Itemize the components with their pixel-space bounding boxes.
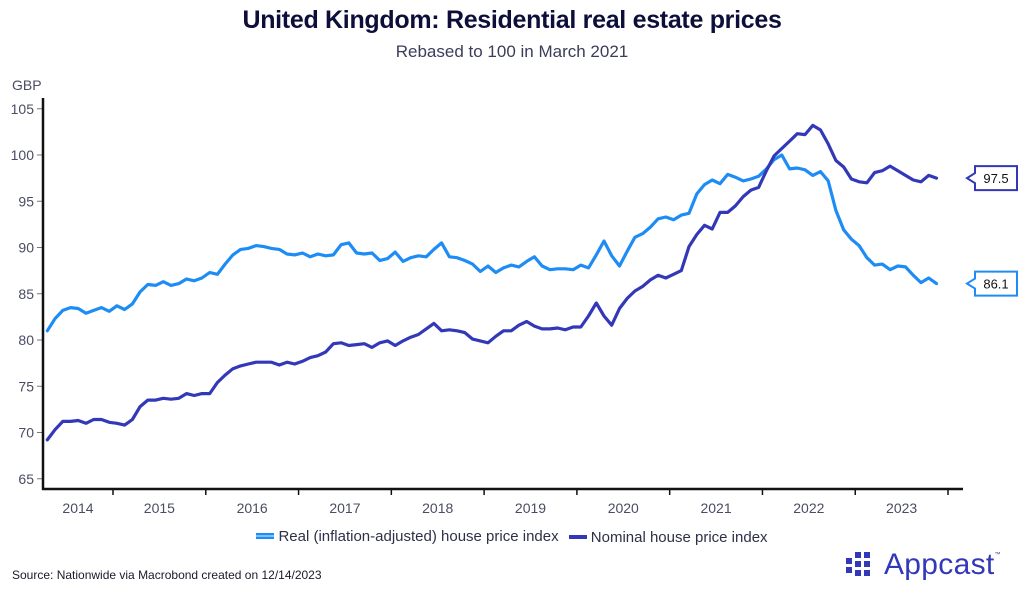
y-tick-label: 80 bbox=[18, 332, 34, 348]
y-tick-label: 105 bbox=[11, 101, 35, 117]
source-note: Source: Nationwide via Macrobond created… bbox=[12, 568, 322, 582]
x-tick-label: 2014 bbox=[62, 500, 93, 516]
x-tick-label: 2023 bbox=[886, 500, 917, 516]
x-tick-label: 2016 bbox=[237, 500, 268, 516]
end-label-box-real bbox=[965, 270, 1018, 297]
end-labels: 86.1 97.5 bbox=[965, 165, 1018, 297]
series-layer bbox=[45, 123, 939, 442]
appcast-logo: Appcast ™ bbox=[846, 548, 1001, 582]
chart-subtitle: Rebased to 100 in March 2021 bbox=[395, 42, 629, 61]
y-tick-label: 95 bbox=[18, 193, 34, 209]
y-axis-ticks: 65 70 75 80 85 90 95 100 105 bbox=[11, 101, 43, 487]
end-label-box-nominal bbox=[965, 165, 1018, 192]
legend-swatch-real bbox=[256, 533, 275, 539]
appcast-logo-text: Appcast bbox=[884, 548, 995, 581]
x-axis-ticks: 2014 2015 2016 2017 2018 2019 2020 2021 2022 2023 bbox=[62, 489, 949, 516]
y-tick-label: 65 bbox=[18, 471, 34, 487]
x-tick-label: 2018 bbox=[422, 500, 453, 516]
legend-item-nominal: Nominal house price index bbox=[568, 528, 768, 546]
legend-label-nominal: Nominal house price index bbox=[590, 528, 768, 546]
y-tick-label: 100 bbox=[11, 147, 35, 163]
x-tick-label: 2015 bbox=[144, 500, 175, 516]
x-tick-label: 2021 bbox=[700, 500, 731, 516]
appcast-logo-icon bbox=[846, 552, 870, 576]
x-tick-label: 2020 bbox=[608, 500, 639, 516]
y-tick-label: 70 bbox=[18, 425, 34, 441]
series-line-nominal bbox=[45, 123, 939, 442]
legend: Real (inflation-adjusted) house price in… bbox=[0, 526, 1024, 546]
y-tick-label: 75 bbox=[18, 378, 34, 394]
legend-swatch-nominal bbox=[568, 535, 587, 539]
series-line-real bbox=[45, 153, 939, 333]
chart-title: United Kingdom: Residential real estate … bbox=[242, 6, 782, 34]
x-tick-label: 2019 bbox=[515, 500, 546, 516]
y-tick-label: 85 bbox=[18, 286, 34, 302]
end-label-real: 86.1 bbox=[983, 277, 1008, 292]
end-label-nominal: 97.5 bbox=[983, 171, 1008, 186]
legend-label-real: Real (inflation-adjusted) house price in… bbox=[278, 527, 559, 545]
x-tick-label: 2022 bbox=[793, 500, 824, 516]
legend-item-real: Real (inflation-adjusted) house price in… bbox=[256, 527, 559, 545]
trademark-symbol: ™ bbox=[994, 552, 1001, 558]
y-axis-label: GBP bbox=[12, 77, 42, 93]
y-tick-label: 90 bbox=[18, 240, 34, 256]
x-tick-label: 2017 bbox=[329, 500, 360, 516]
